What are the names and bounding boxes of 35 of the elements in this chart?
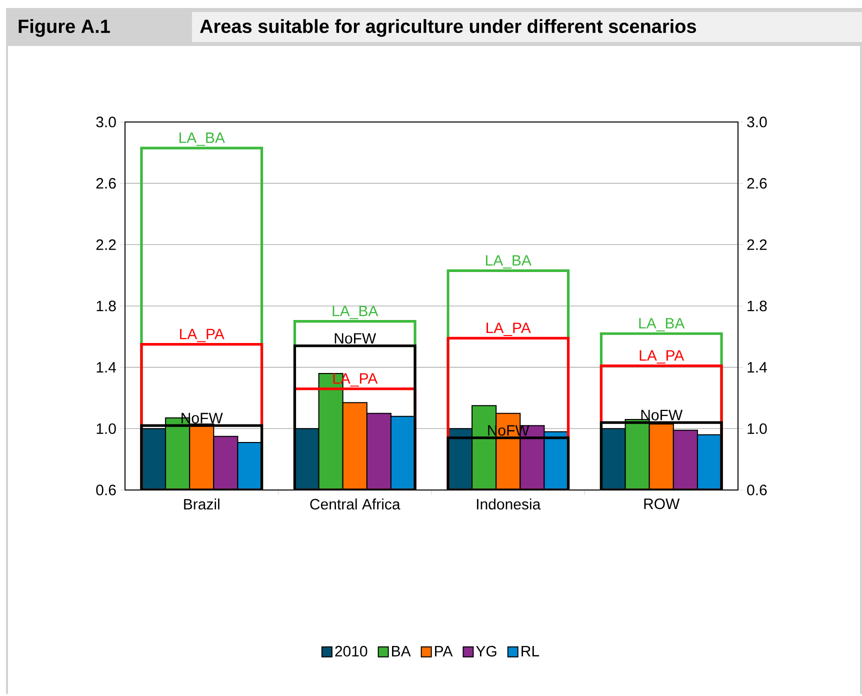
text: LA_PA xyxy=(640,350,684,364)
legend-label: YG xyxy=(476,646,496,657)
y-tick-label: 2.6 xyxy=(747,178,767,189)
legend-label: RL xyxy=(522,646,540,656)
y-tick-label: 0.6 xyxy=(747,484,767,496)
legend-label: PA xyxy=(435,646,453,656)
y2-tick-label: 0.6 xyxy=(96,484,116,496)
legend-label: 2010 xyxy=(335,646,368,657)
y2-tick-label: 1.8 xyxy=(96,300,116,312)
y2-tick-label: 1.0 xyxy=(96,423,116,434)
y2-tick-label: 1.4 xyxy=(96,362,116,372)
legend-label: BA xyxy=(392,646,411,656)
text: LA_BA xyxy=(332,306,378,320)
series-label: LA_BA xyxy=(180,132,225,146)
series-label: LA_PA xyxy=(180,328,224,342)
x-tick-label: Central Africa xyxy=(310,498,400,510)
text: NoFW xyxy=(641,410,683,420)
text: NoFW xyxy=(334,333,376,344)
y2-tick-label: 3.0 xyxy=(96,116,116,128)
y2-tick-label: 2.6 xyxy=(96,178,116,189)
text: LA_PA xyxy=(486,322,531,336)
chart-title: Figure A.1 xyxy=(18,19,110,37)
y-tick-label: 3.0 xyxy=(747,116,767,128)
y-tick-label: 1.8 xyxy=(748,300,767,312)
y-tick-label: 1.0 xyxy=(748,423,767,434)
y-tick-label: 1.4 xyxy=(748,362,767,372)
y2-tick-label: 2.2 xyxy=(96,239,116,250)
x-tick-label: Indonesia xyxy=(476,498,541,510)
y-tick-label: 2.2 xyxy=(747,239,767,250)
text: LA_BA xyxy=(486,255,532,269)
series-label: NoFW xyxy=(182,412,223,424)
x-tick-label: ROW xyxy=(644,498,680,510)
x-tick-label: Brazil xyxy=(184,498,220,510)
text: LA_BA xyxy=(639,318,685,332)
chart-subtitle: Areas suitable for agriculture under different scenarios xyxy=(200,19,696,37)
